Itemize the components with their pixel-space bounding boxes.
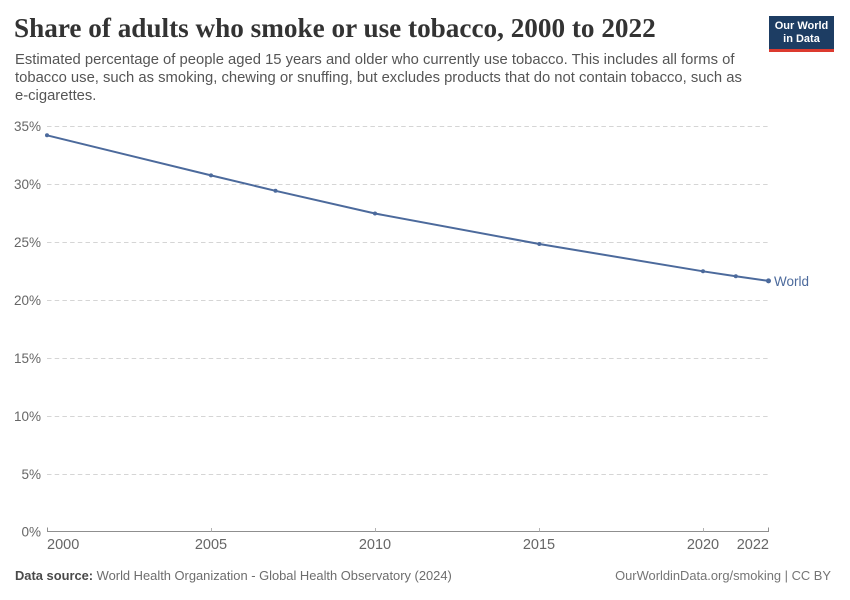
svg-text:2020: 2020 bbox=[687, 537, 719, 553]
svg-text:20%: 20% bbox=[14, 293, 41, 308]
svg-text:30%: 30% bbox=[14, 177, 41, 192]
svg-text:2010: 2010 bbox=[359, 537, 391, 553]
svg-text:2000: 2000 bbox=[47, 537, 79, 553]
svg-text:2015: 2015 bbox=[523, 537, 555, 553]
svg-text:15%: 15% bbox=[14, 351, 41, 366]
svg-text:10%: 10% bbox=[14, 409, 41, 424]
svg-text:25%: 25% bbox=[14, 235, 41, 250]
svg-text:5%: 5% bbox=[21, 467, 41, 482]
svg-text:0%: 0% bbox=[21, 525, 41, 540]
svg-text:35%: 35% bbox=[14, 119, 41, 134]
svg-text:2022: 2022 bbox=[737, 537, 769, 553]
svg-text:2005: 2005 bbox=[195, 537, 227, 553]
svg-text:World: World bbox=[774, 274, 809, 289]
